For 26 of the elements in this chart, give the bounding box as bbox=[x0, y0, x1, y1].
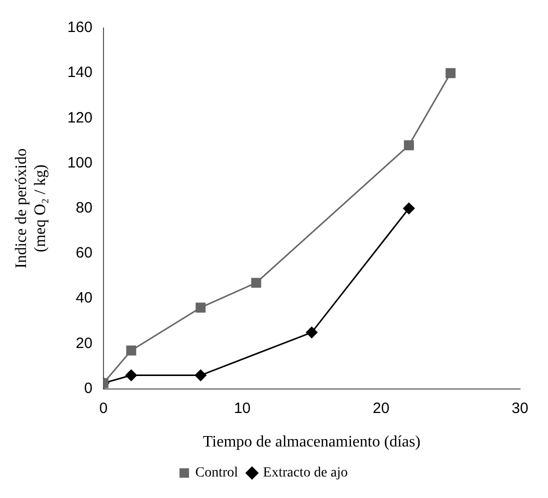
point bbox=[125, 370, 137, 382]
y-tick-label: 100 bbox=[67, 154, 92, 172]
y-tick-label: 80 bbox=[76, 200, 92, 217]
legend-label: Control bbox=[195, 466, 238, 481]
x-tick-label: 0 bbox=[99, 400, 108, 417]
x-tick-label: 30 bbox=[512, 400, 528, 417]
x-axis-title: Tiempo de almacenamiento (días) bbox=[202, 434, 421, 451]
point bbox=[196, 302, 206, 313]
point bbox=[194, 370, 206, 382]
y-tick-label: 40 bbox=[76, 290, 92, 307]
point bbox=[251, 278, 262, 288]
x-tick-label: 10 bbox=[234, 400, 251, 417]
point bbox=[404, 140, 414, 150]
point bbox=[446, 68, 456, 78]
point bbox=[403, 202, 415, 214]
x-tick-label: 20 bbox=[372, 400, 390, 417]
y-tick-label: 0 bbox=[84, 380, 92, 397]
y-tick-label: 120 bbox=[67, 109, 92, 126]
legend-label: Extracto de ajo bbox=[263, 466, 348, 481]
y-tick-label: 60 bbox=[76, 244, 92, 262]
y-tick-label: 140 bbox=[67, 64, 92, 82]
y-tick-label: 20 bbox=[76, 334, 92, 352]
y-tick-label: 160 bbox=[67, 19, 92, 36]
point bbox=[306, 326, 318, 338]
y-axis-title: Indice de peróxido (meq O₂ / kg) bbox=[12, 148, 50, 268]
point bbox=[126, 345, 136, 356]
